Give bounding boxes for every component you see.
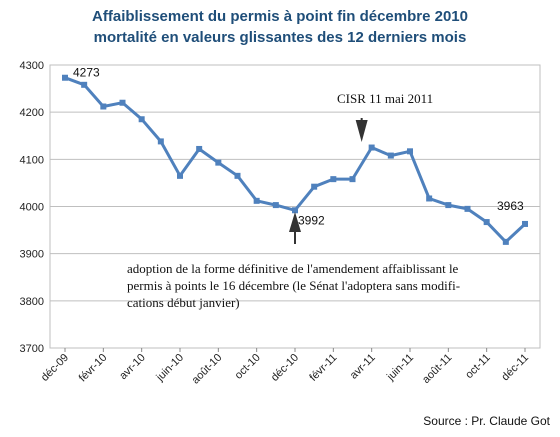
data-point [62, 74, 68, 81]
data-point [81, 81, 88, 88]
x-tick-label: oct-10 [233, 352, 263, 382]
data-point [272, 202, 279, 209]
x-tick-label: août-10 [190, 352, 225, 387]
data-point [177, 172, 183, 179]
y-tick-label: 3700 [20, 343, 44, 355]
annotation-cisr: CISR 11 mai 2011 [337, 91, 433, 106]
data-label: 3963 [497, 199, 524, 213]
data-point [292, 207, 298, 214]
data-point [426, 195, 433, 202]
data-point [157, 138, 164, 145]
data-point [349, 176, 356, 183]
x-tick-label: oct-11 [463, 352, 493, 382]
data-point [196, 145, 203, 152]
data-point [464, 205, 471, 212]
source-credit: Source : Pr. Claude Got [423, 414, 550, 428]
chart-title: Affaiblissement du permis à point fin dé… [92, 8, 468, 25]
data-point [100, 103, 107, 110]
data-label: 3992 [298, 213, 325, 227]
data-point [502, 238, 509, 245]
x-tick-label: août-11 [420, 352, 454, 386]
data-point [368, 144, 375, 151]
x-tick-label: avr-11 [348, 352, 378, 382]
chart-subtitle: mortalité en valeurs glissantes des 12 d… [93, 29, 467, 46]
x-tick-label: déc-10 [269, 352, 301, 384]
y-tick-label: 4000 [20, 202, 44, 214]
y-tick-label: 4300 [20, 60, 44, 72]
annotation-arrow [355, 120, 368, 142]
data-point [387, 152, 394, 159]
y-tick-label: 3800 [20, 296, 44, 308]
data-point [483, 219, 490, 226]
data-point [407, 148, 413, 155]
y-tick-label: 4200 [20, 107, 44, 119]
data-point [311, 183, 318, 190]
data-point [330, 176, 337, 183]
data-label: 4273 [73, 66, 100, 80]
data-point [253, 197, 260, 204]
data-point [522, 220, 528, 227]
annotation-amendment-line: permis à points le 16 décembre (le Sénat… [127, 278, 460, 293]
x-tick-label: déc-09 [39, 352, 71, 384]
data-point [215, 159, 222, 166]
x-tick-label: avr-10 [117, 352, 148, 383]
x-tick-label: févr-10 [77, 352, 110, 385]
y-tick-label: 4100 [20, 154, 44, 166]
annotation-amendment-line: cations début janvier) [127, 295, 240, 310]
y-tick-label: 3900 [20, 249, 44, 261]
data-point [138, 116, 145, 123]
x-tick-label: juin-11 [384, 352, 416, 384]
data-point [119, 99, 126, 106]
annotation-amendment-line: adoption de la forme définitive de l'ame… [127, 261, 459, 276]
annotation-arrow [289, 212, 301, 232]
x-tick-label: déc-11 [499, 352, 531, 384]
x-tick-label: févr-11 [307, 352, 339, 384]
x-tick-label: juin-10 [154, 352, 187, 385]
data-point [445, 202, 452, 209]
data-point [234, 172, 241, 179]
